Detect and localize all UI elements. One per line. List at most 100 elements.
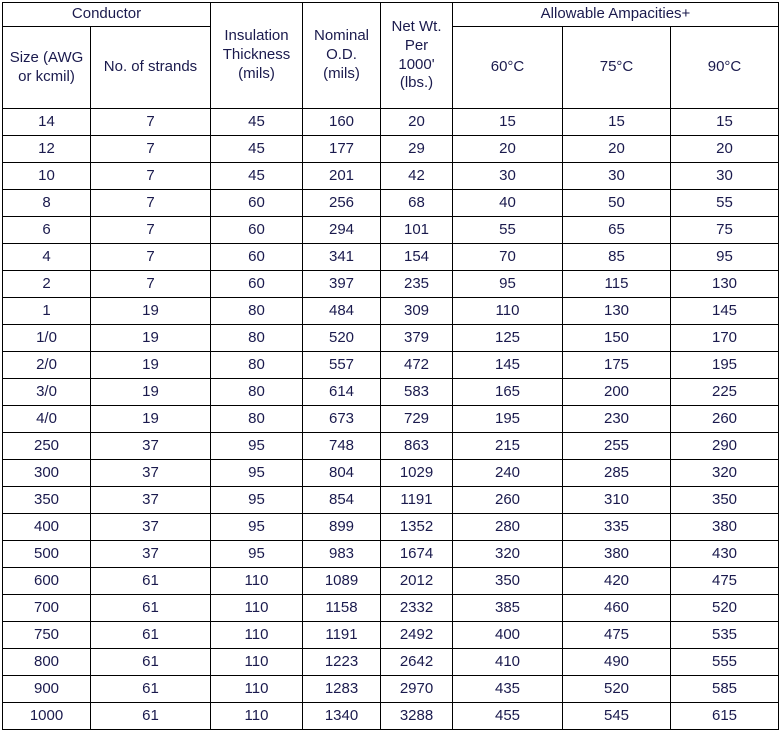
cell-amp90: 55 (671, 190, 779, 217)
table-row: 1474516020151515 (3, 109, 779, 136)
table-row: 3/01980614583165200225 (3, 379, 779, 406)
cell-insul: 60 (211, 244, 303, 271)
cell-size: 800 (3, 649, 91, 676)
cell-amp60: 145 (453, 352, 563, 379)
cell-strands: 37 (91, 487, 211, 514)
cell-amp90: 145 (671, 298, 779, 325)
cell-insul: 110 (211, 568, 303, 595)
header-netwt: Net Wt. Per 1000' (lbs.) (381, 3, 453, 109)
cell-insul: 45 (211, 163, 303, 190)
cell-amp75: 520 (563, 676, 671, 703)
table-row: 876025668405055 (3, 190, 779, 217)
cell-size: 500 (3, 541, 91, 568)
cell-size: 3/0 (3, 379, 91, 406)
cell-od: 1340 (303, 703, 381, 730)
cell-insul: 60 (211, 190, 303, 217)
cell-strands: 7 (91, 217, 211, 244)
cell-amp60: 165 (453, 379, 563, 406)
cell-amp90: 350 (671, 487, 779, 514)
cell-size: 4 (3, 244, 91, 271)
table-row: 10006111013403288455545615 (3, 703, 779, 730)
cell-amp60: 125 (453, 325, 563, 352)
cell-insul: 45 (211, 136, 303, 163)
header-amp60: 60°C (453, 27, 563, 109)
cell-od: 804 (303, 460, 381, 487)
cell-netwt: 2332 (381, 595, 453, 622)
table-row: 276039723595115130 (3, 271, 779, 298)
cell-netwt: 1029 (381, 460, 453, 487)
cell-amp60: 95 (453, 271, 563, 298)
cell-amp75: 335 (563, 514, 671, 541)
cell-od: 748 (303, 433, 381, 460)
cell-od: 177 (303, 136, 381, 163)
cell-amp75: 85 (563, 244, 671, 271)
cell-od: 341 (303, 244, 381, 271)
table-body: 1474516020151515127451772920202010745201… (3, 109, 779, 730)
cell-od: 484 (303, 298, 381, 325)
cell-strands: 7 (91, 109, 211, 136)
cell-amp60: 20 (453, 136, 563, 163)
cell-size: 10 (3, 163, 91, 190)
cell-insul: 110 (211, 622, 303, 649)
cell-netwt: 2642 (381, 649, 453, 676)
cell-netwt: 154 (381, 244, 453, 271)
cell-od: 520 (303, 325, 381, 352)
header-ampacities-group: Allowable Ampacities+ (453, 3, 779, 27)
cell-amp60: 410 (453, 649, 563, 676)
cell-amp60: 455 (453, 703, 563, 730)
cell-amp60: 110 (453, 298, 563, 325)
cell-strands: 61 (91, 676, 211, 703)
table-row: 8006111012232642410490555 (3, 649, 779, 676)
cell-netwt: 2012 (381, 568, 453, 595)
cell-amp90: 170 (671, 325, 779, 352)
cell-od: 557 (303, 352, 381, 379)
cell-insul: 95 (211, 541, 303, 568)
cell-insul: 80 (211, 298, 303, 325)
cell-netwt: 235 (381, 271, 453, 298)
cell-od: 294 (303, 217, 381, 244)
cell-insul: 110 (211, 703, 303, 730)
cell-strands: 37 (91, 541, 211, 568)
header-amp75: 75°C (563, 27, 671, 109)
cell-size: 400 (3, 514, 91, 541)
cell-netwt: 20 (381, 109, 453, 136)
cell-netwt: 729 (381, 406, 453, 433)
cell-amp90: 20 (671, 136, 779, 163)
cell-amp75: 380 (563, 541, 671, 568)
cell-amp90: 195 (671, 352, 779, 379)
cell-od: 1283 (303, 676, 381, 703)
table-row: 11980484309110130145 (3, 298, 779, 325)
cell-amp60: 280 (453, 514, 563, 541)
cell-amp75: 150 (563, 325, 671, 352)
header-strands: No. of strands (91, 27, 211, 109)
cell-size: 1 (3, 298, 91, 325)
cell-amp90: 30 (671, 163, 779, 190)
cell-amp75: 65 (563, 217, 671, 244)
cell-strands: 7 (91, 271, 211, 298)
cell-insul: 60 (211, 271, 303, 298)
cell-od: 201 (303, 163, 381, 190)
cell-amp90: 585 (671, 676, 779, 703)
header-insulation: Insulation Thickness (mils) (211, 3, 303, 109)
cell-netwt: 1674 (381, 541, 453, 568)
cell-amp60: 385 (453, 595, 563, 622)
cell-amp90: 555 (671, 649, 779, 676)
cell-amp75: 115 (563, 271, 671, 298)
cell-amp60: 40 (453, 190, 563, 217)
cell-od: 256 (303, 190, 381, 217)
cell-netwt: 42 (381, 163, 453, 190)
table-row: 7006111011582332385460520 (3, 595, 779, 622)
cell-insul: 95 (211, 460, 303, 487)
cell-amp90: 15 (671, 109, 779, 136)
cell-insul: 45 (211, 109, 303, 136)
cell-amp90: 430 (671, 541, 779, 568)
cell-netwt: 2970 (381, 676, 453, 703)
table-row: 9006111012832970435520585 (3, 676, 779, 703)
cell-size: 600 (3, 568, 91, 595)
cell-amp75: 460 (563, 595, 671, 622)
cell-amp75: 30 (563, 163, 671, 190)
cell-size: 350 (3, 487, 91, 514)
cell-strands: 61 (91, 622, 211, 649)
cell-amp75: 420 (563, 568, 671, 595)
cell-amp90: 130 (671, 271, 779, 298)
